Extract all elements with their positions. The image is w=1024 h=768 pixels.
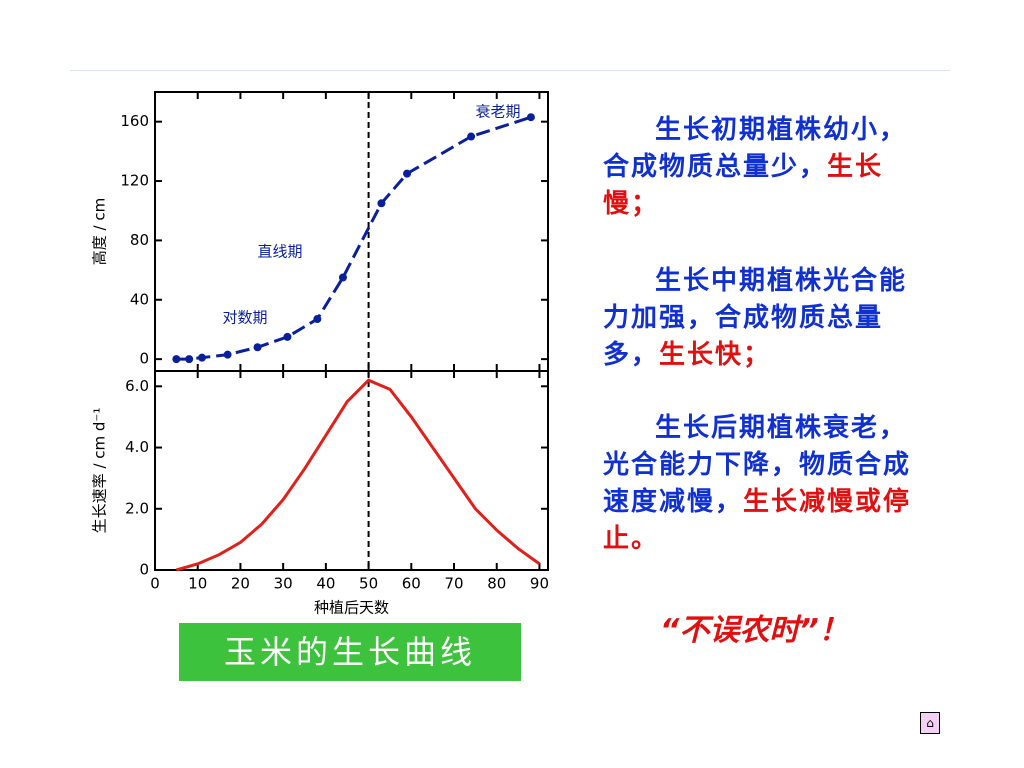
y-tick-label: 80 <box>130 231 149 249</box>
data-point <box>377 199 386 208</box>
data-point <box>253 343 262 352</box>
x-tick-label: 20 <box>231 575 250 593</box>
text-segment: 生长后期植株衰老，光合能力下降，物质合成速度减慢， <box>603 413 912 517</box>
x-axis-label: 种植后天数 <box>314 599 389 617</box>
slogan: “不误农时”！ <box>660 613 849 648</box>
text-segment: 生长快； <box>659 340 772 370</box>
y-tick-label: 0 <box>139 561 149 579</box>
data-point <box>223 350 232 359</box>
plot-frame <box>154 370 549 571</box>
annotation: 衰老期 <box>475 103 520 121</box>
y-tick-label: 2.0 <box>125 499 149 517</box>
data-point <box>172 355 181 364</box>
text-segment: 生长初期植株幼小，合成物质总量少， <box>603 115 908 182</box>
data-line <box>175 378 541 572</box>
plot-frame <box>154 91 549 372</box>
data-point <box>185 355 194 364</box>
home-button[interactable]: ⌂ <box>920 712 940 734</box>
x-tick-label: 90 <box>530 575 549 593</box>
top-rule <box>70 70 950 71</box>
annotation: 直线期 <box>257 243 302 261</box>
x-tick-label: 0 <box>150 575 160 593</box>
data-point <box>338 273 347 282</box>
x-tick-label: 80 <box>487 575 506 593</box>
y-axis-label: 生长速率 / cm d⁻¹ <box>91 408 109 534</box>
paragraph: 生长中期植株光合能力加强，合成物质总量多，生长快； <box>603 263 928 374</box>
data-point <box>197 353 206 362</box>
x-tick-label: 40 <box>316 575 335 593</box>
annotation: 对数期 <box>222 309 267 327</box>
x-tick-label: 60 <box>402 575 421 593</box>
y-tick-label: 160 <box>120 112 149 130</box>
data-point <box>467 132 476 141</box>
paragraph: 生长后期植株衰老，光合能力下降，物质合成速度减慢，生长减慢或停止。 <box>603 410 928 558</box>
y-tick-label: 6.0 <box>125 377 149 395</box>
y-tick-label: 40 <box>130 290 149 308</box>
y-tick-label: 120 <box>120 172 149 190</box>
text-segment: 生长减慢或停止。 <box>603 487 912 554</box>
x-tick-label: 10 <box>188 575 207 593</box>
data-point <box>526 113 535 122</box>
y-tick-label: 4.0 <box>125 438 149 456</box>
paragraph: 生长初期植株幼小，合成物质总量少，生长慢； <box>603 112 928 223</box>
data-point <box>313 315 322 324</box>
y-axis-label: 高度 / cm <box>91 198 109 265</box>
caption-box: 玉米的生长曲线 <box>179 623 521 681</box>
data-point <box>403 169 412 178</box>
data-point <box>283 332 292 341</box>
text-segment: 生长慢； <box>603 152 884 219</box>
text-segment: 生长中期植株光合能力加强，合成物质总量多， <box>603 266 908 370</box>
y-tick-label: 0 <box>139 350 149 368</box>
x-tick-label: 50 <box>359 575 378 593</box>
x-tick-label: 30 <box>274 575 293 593</box>
x-tick-label: 70 <box>444 575 463 593</box>
